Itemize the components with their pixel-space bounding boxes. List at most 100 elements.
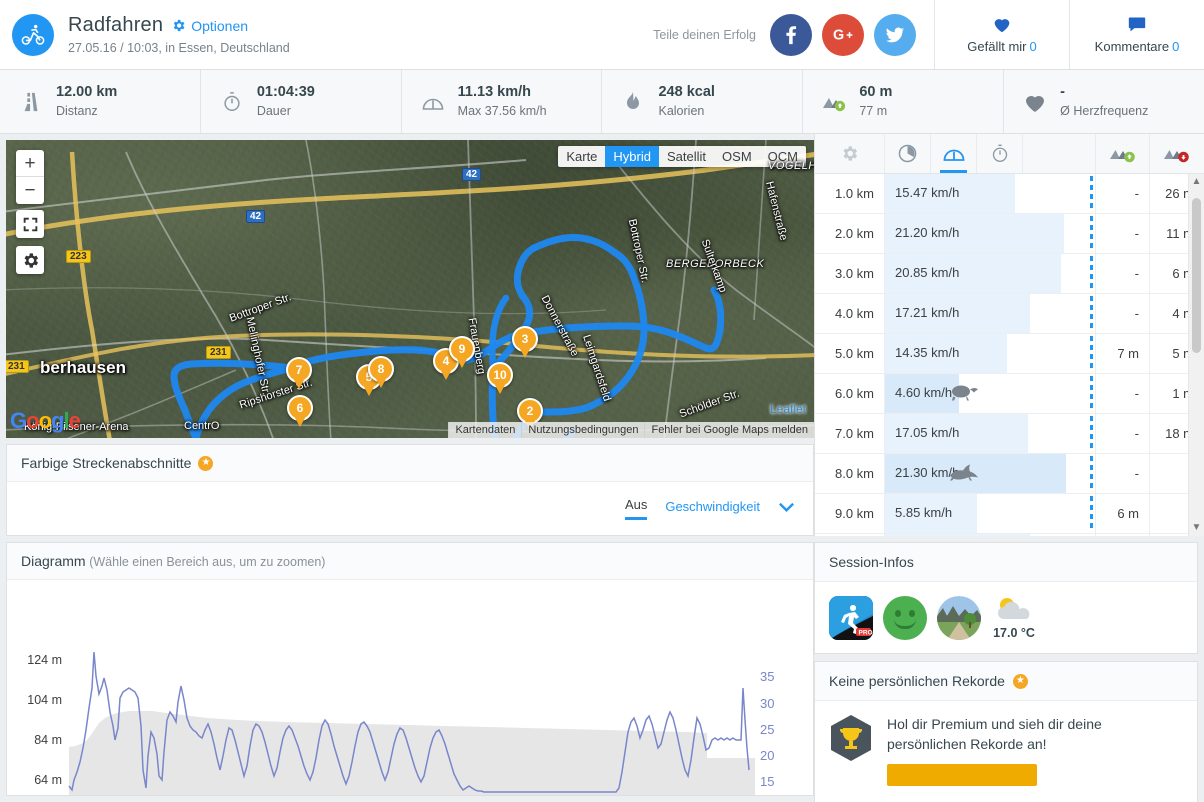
table-row[interactable]: 2.0 km 21.20 km/h - 11 m xyxy=(815,213,1204,254)
map-marker-7[interactable]: 7 xyxy=(286,357,312,383)
layer-option-osm[interactable]: OSM xyxy=(722,149,752,164)
split-speed-cell: 21.20 km/h xyxy=(885,213,1096,253)
split-speed: 4.60 km/h xyxy=(895,385,953,401)
splits-scrollbar[interactable]: ▲ ▼ xyxy=(1188,173,1204,536)
comments-button[interactable]: Kommentare 0 xyxy=(1069,0,1204,69)
table-row[interactable]: 9.0 km 5.85 km/h 6 m - xyxy=(815,493,1204,534)
table-row[interactable]: 5.0 km 14.35 km/h 7 m 5 m xyxy=(815,333,1204,374)
elevation-area xyxy=(69,711,707,795)
map-marker-8[interactable]: 8 xyxy=(368,356,394,382)
heart-icon xyxy=(1022,89,1048,115)
scroll-down-arrow[interactable]: ▼ xyxy=(1191,522,1202,533)
colored-segments-controls: Aus Geschwindigkeit xyxy=(7,482,813,535)
col-duration[interactable] xyxy=(977,134,1023,173)
table-row[interactable]: 6.0 km 4.60 km/h - 1 m xyxy=(815,373,1204,414)
map-zoom-controls[interactable]: + − xyxy=(16,150,44,204)
speed-line xyxy=(68,651,750,793)
map-layer-switcher[interactable]: Karte Hybrid Satellit OSM OCM xyxy=(558,146,806,167)
chevron-down-icon[interactable] xyxy=(778,500,795,517)
stat-elevation: 60 m 77 m xyxy=(803,70,1005,133)
trophy-icon xyxy=(829,714,873,762)
premium-promo: Hol dir Premium und sieh dir deine persö… xyxy=(829,714,1183,789)
splits-table-body[interactable]: 1.0 km 15.47 km/h - 26 m 2.0 km 21.20 km… xyxy=(815,173,1204,536)
heart-icon xyxy=(994,19,1010,33)
split-distance: 5.0 km xyxy=(815,333,885,373)
session-info-body: PRO xyxy=(815,582,1197,653)
likes-button[interactable]: Gefällt mir 0 xyxy=(934,0,1069,69)
twitter-share-button[interactable] xyxy=(874,13,916,56)
map-marker-2[interactable]: 2 xyxy=(517,398,543,424)
attr-kartendaten[interactable]: Kartendaten xyxy=(448,422,521,438)
map-settings-button[interactable] xyxy=(16,246,44,274)
map-marker-9[interactable]: 9 xyxy=(449,336,475,362)
route-map[interactable]: + − Karte Hybrid Satellit OSM OCM berhau… xyxy=(6,140,814,438)
stat-value: 11.13 km/h xyxy=(457,84,532,101)
diagram-card: Diagramm (Wähle einen Bereich aus, um zu… xyxy=(6,542,814,796)
scrollbar-thumb[interactable] xyxy=(1192,197,1201,353)
right-axis-ticks: 35 30 25 20 15 xyxy=(760,669,774,789)
svg-text:84 m: 84 m xyxy=(34,733,62,747)
map-marker-3[interactable]: 3 xyxy=(512,326,538,352)
split-speed: 21.30 km/h xyxy=(895,465,960,481)
layer-option-satellit[interactable]: Satellit xyxy=(667,149,707,164)
split-speed-cell: 17.25 km/h xyxy=(885,533,1096,536)
diagram-hint: (Wähle einen Bereich aus, um zu zoomen) xyxy=(89,555,326,569)
premium-promo-text: Hol dir Premium und sieh dir deine persö… xyxy=(887,716,1102,753)
table-row[interactable]: 8.0 km 21.30 km/h - - xyxy=(815,453,1204,494)
split-elevation-down: 26 m xyxy=(1165,185,1194,201)
map-marker-10[interactable]: 10 xyxy=(487,362,513,388)
layer-option-hybrid[interactable]: Hybrid xyxy=(605,146,659,167)
map-attribution-bar: Kartendaten Nutzungsbedingungen Fehler b… xyxy=(448,422,814,438)
table-row[interactable]: 10.0 km 17.25 km/h 6 m 6 m xyxy=(815,533,1204,536)
split-speed-cell: 17.21 km/h xyxy=(885,293,1096,333)
map-marker-6[interactable]: 6 xyxy=(287,395,313,421)
col-pace[interactable] xyxy=(885,134,931,173)
col-spacer xyxy=(1023,134,1096,173)
split-speed: 15.47 km/h xyxy=(895,185,960,201)
split-speed: 17.25 km/h xyxy=(885,533,959,536)
colored-segments-card: Farbige Streckenabschnitte ★ Aus Geschwi… xyxy=(6,444,814,536)
bottom-row: Diagramm (Wähle einen Bereich aus, um zu… xyxy=(0,536,1204,802)
route-shield-223: 223 xyxy=(66,250,91,263)
split-elevation-up: - xyxy=(1096,253,1150,293)
elevation-speed-chart[interactable]: 124 m 104 m 84 m 64 m 35 30 25 20 15 xyxy=(7,580,813,795)
col-speed[interactable] xyxy=(931,134,977,173)
col-elevation-down[interactable] xyxy=(1150,134,1204,173)
options-button[interactable]: Optionen xyxy=(171,18,248,34)
split-distance: 3.0 km xyxy=(815,253,885,293)
stat-calories: 248 kcal Kalorien xyxy=(602,70,804,133)
col-settings-gear[interactable] xyxy=(815,134,885,173)
facebook-share-button[interactable] xyxy=(770,13,812,56)
table-row[interactable]: 1.0 km 15.47 km/h - 26 m xyxy=(815,173,1204,214)
likes-count: 0 xyxy=(1029,39,1037,54)
table-row[interactable]: 7.0 km 17.05 km/h - 18 m xyxy=(815,413,1204,454)
split-distance: 6.0 km xyxy=(815,373,885,413)
scroll-up-arrow[interactable]: ▲ xyxy=(1191,175,1202,187)
attr-nutzungsbedingungen[interactable]: Nutzungsbedingungen xyxy=(521,422,644,438)
google-plus-share-button[interactable]: G xyxy=(822,13,864,56)
runtastic-pro-app-icon: PRO xyxy=(829,595,873,640)
segment-tab-aus[interactable]: Aus xyxy=(624,497,648,520)
premium-cta-button[interactable] xyxy=(887,763,1037,786)
split-speed-cell: 5.85 km/h xyxy=(885,493,1096,533)
chart-column: Diagramm (Wähle einen Bereich aus, um zu… xyxy=(0,536,814,802)
table-row[interactable]: 4.0 km 17.21 km/h - 4 m xyxy=(815,293,1204,334)
svg-text:64 m: 64 m xyxy=(34,773,62,787)
diagram-plot[interactable]: 124 m 104 m 84 m 64 m 35 30 25 20 15 xyxy=(7,580,813,795)
zoom-out-button[interactable]: − xyxy=(24,180,36,201)
stat-value: 01:04:39 xyxy=(256,84,315,101)
table-row[interactable]: 3.0 km 20.85 km/h - 6 m xyxy=(815,253,1204,294)
stat-value: 60 m xyxy=(859,84,893,101)
layer-option-ocm[interactable]: OCM xyxy=(767,149,798,164)
session-info-card: Session-Infos PRO xyxy=(814,542,1198,654)
weather-block: 17.0 °C xyxy=(991,595,1037,640)
diagram-title: Diagramm xyxy=(21,553,86,569)
segment-tab-geschwindigkeit[interactable]: Geschwindigkeit xyxy=(665,498,760,514)
col-elevation-up[interactable] xyxy=(1096,134,1150,173)
leaflet-attribution-link[interactable]: Leaflet xyxy=(769,402,806,416)
attr-fehler-melden[interactable]: Fehler bei Google Maps melden xyxy=(644,422,814,438)
stat-duration: 01:04:39 Dauer xyxy=(201,70,402,133)
zoom-in-button[interactable]: + xyxy=(16,150,44,177)
layer-option-karte[interactable]: Karte xyxy=(566,149,598,164)
map-fullscreen-button[interactable] xyxy=(16,210,44,238)
